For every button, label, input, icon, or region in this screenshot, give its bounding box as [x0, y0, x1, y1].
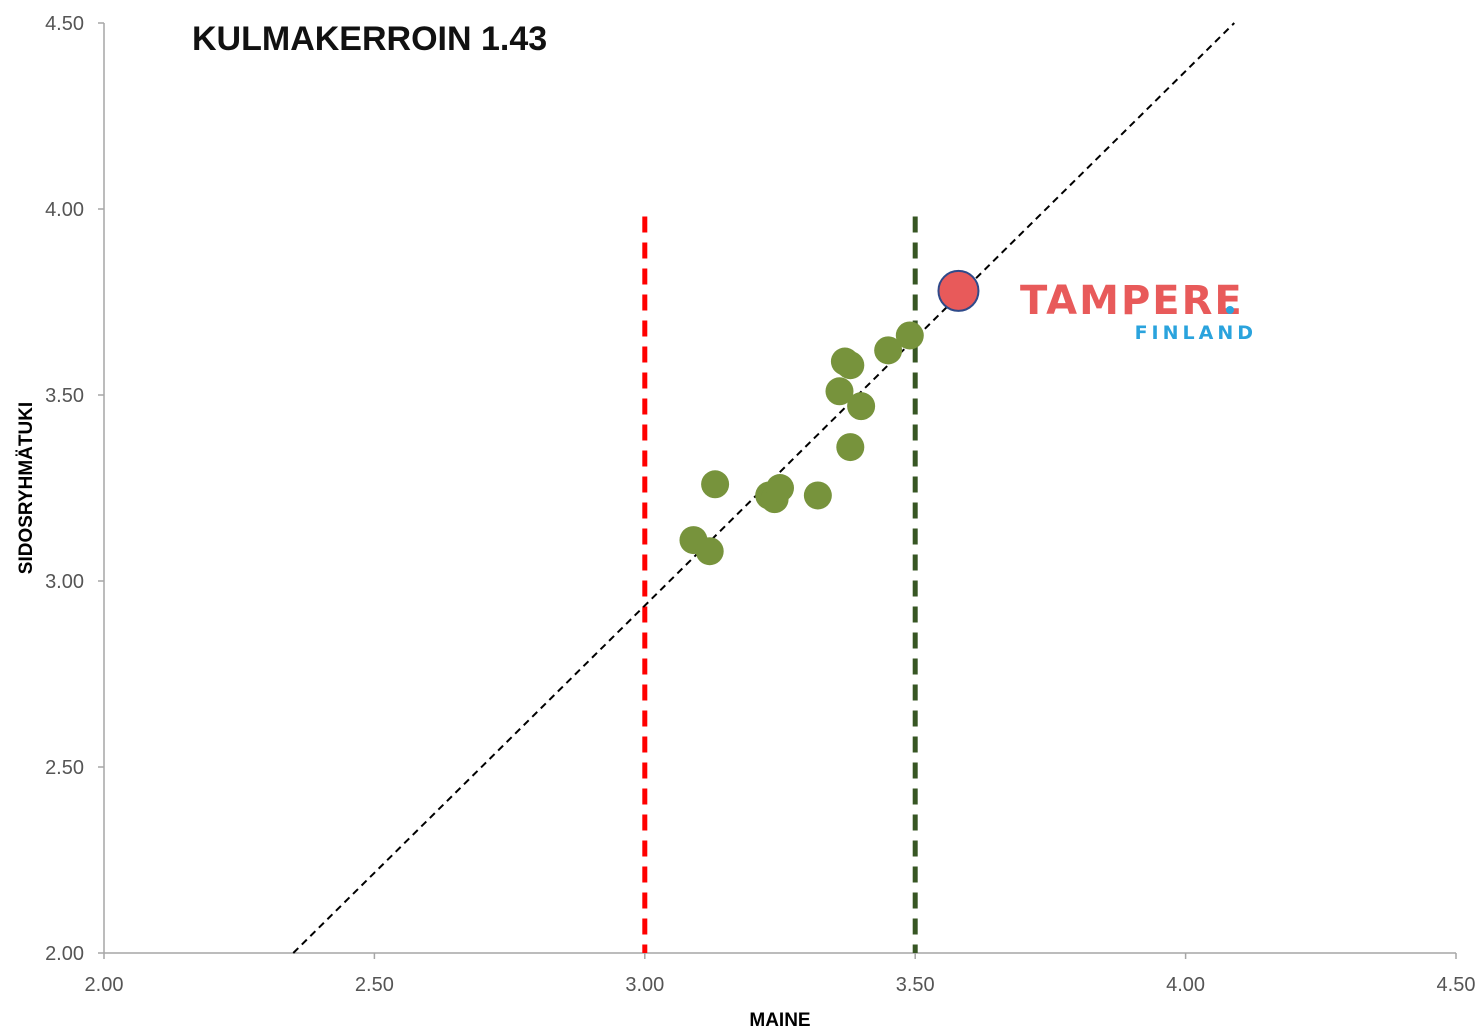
highlight-point	[937, 269, 980, 312]
data-point	[836, 433, 865, 462]
chart-title: KULMAKERROIN 1.43	[192, 20, 547, 58]
reference-lines	[642, 216, 918, 953]
tick-marks: 2.00 2.50 3.00 3.50 4.00 4.50 2.00 2.50 3.00 3.50…	[45, 13, 1475, 996]
logo-dot	[1226, 306, 1234, 314]
tampere-logo: TAMPERE FINLAND	[1020, 278, 1257, 344]
x-axis-title: MAINE	[749, 1010, 810, 1030]
axes	[103, 23, 1456, 954]
y-tick-label: 2.00	[45, 943, 84, 965]
y-axis-title: SIDOSRYHMÄTUKI	[16, 402, 37, 574]
data-points	[679, 269, 980, 566]
logo-wordmark: TAMPERE	[1020, 278, 1244, 324]
data-point	[825, 377, 854, 406]
data-point	[766, 474, 794, 502]
x-tick-label: 3.50	[896, 974, 935, 996]
data-point	[836, 351, 865, 380]
logo-subtext: FINLAND	[1135, 322, 1257, 344]
data-point	[847, 392, 876, 421]
y-tick-label: 4.00	[45, 199, 84, 221]
x-tick-label: 4.50	[1437, 974, 1476, 996]
data-point	[803, 481, 832, 510]
data-point	[874, 336, 903, 365]
y-tick-label: 4.50	[45, 13, 84, 35]
y-tick-label: 3.50	[45, 385, 84, 407]
y-tick-label: 2.50	[45, 757, 84, 779]
x-tick-label: 2.00	[85, 974, 124, 996]
x-tick-label: 4.00	[1166, 974, 1205, 996]
x-tick-label: 2.50	[355, 974, 394, 996]
x-tick-label: 3.00	[625, 974, 664, 996]
data-point	[895, 321, 924, 350]
y-tick-label: 3.00	[45, 571, 84, 593]
data-point	[695, 537, 724, 566]
data-point	[701, 470, 730, 499]
